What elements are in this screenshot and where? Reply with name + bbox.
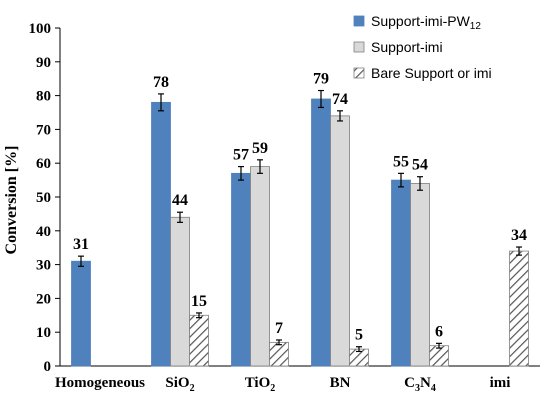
bar — [330, 115, 350, 367]
legend: Support-imi-PW12 Support-imi Bare Support … — [353, 13, 492, 81]
legend-swatch — [353, 67, 365, 79]
legend-label: Support-imi-PW12 — [371, 13, 481, 32]
category-label: Homogeneous — [55, 375, 145, 391]
bar — [231, 172, 251, 367]
bar — [391, 179, 411, 367]
data-label: 59 — [252, 140, 268, 157]
data-label: 78 — [153, 74, 169, 91]
bar — [410, 183, 430, 367]
category-label: imi — [490, 375, 511, 391]
data-label: 34 — [511, 227, 527, 244]
data-label: 5 — [355, 327, 363, 344]
data-label: 31 — [73, 236, 89, 253]
data-label: 74 — [332, 91, 348, 108]
data-label: 7 — [275, 320, 283, 337]
y-tick-label: 70 — [36, 122, 51, 138]
y-tick-label: 50 — [36, 190, 51, 206]
legend-label: Support-imi — [371, 39, 443, 55]
plot-area: 0 10 20 30 40 50 60 70 80 90 100 Homogeneous SiO2 TiO… — [29, 21, 540, 394]
bar — [170, 216, 190, 367]
bar — [151, 101, 171, 367]
data-label: 55 — [393, 153, 409, 170]
y-axis-title-group: Conversion [%] — [3, 146, 20, 255]
category-label: TiO2 — [245, 375, 276, 394]
y-tick-label: 40 — [36, 224, 51, 240]
data-label: 6 — [435, 323, 443, 340]
legend-label: Bare Support or imi — [371, 65, 492, 81]
bar — [429, 345, 449, 367]
bar — [71, 260, 91, 367]
category-label: BN — [330, 375, 351, 391]
y-tick-label: 30 — [36, 258, 51, 274]
bar — [509, 250, 529, 367]
y-tick-label: 0 — [44, 359, 52, 375]
y-tick-label: 20 — [36, 291, 51, 307]
data-label: 79 — [313, 71, 329, 88]
y-tick-label: 90 — [36, 55, 51, 71]
y-tick-label: 10 — [36, 325, 51, 341]
data-label: 44 — [172, 192, 188, 209]
y-tick-label: 80 — [36, 89, 51, 105]
bar — [189, 314, 209, 367]
category-label: C3​N4​ — [404, 375, 436, 394]
legend-swatch — [353, 41, 365, 53]
y-tick-label: 60 — [36, 156, 51, 172]
data-label: 54 — [412, 157, 428, 174]
bar — [250, 166, 270, 367]
y-tick-label: 100 — [29, 21, 52, 37]
bar — [269, 341, 289, 367]
bar — [311, 98, 331, 367]
data-label: 15 — [191, 293, 207, 310]
legend-swatch — [353, 15, 365, 27]
data-label: 57 — [233, 147, 249, 164]
category-label: SiO2 — [165, 375, 194, 394]
y-axis-title: Conversion [%] — [3, 146, 20, 255]
